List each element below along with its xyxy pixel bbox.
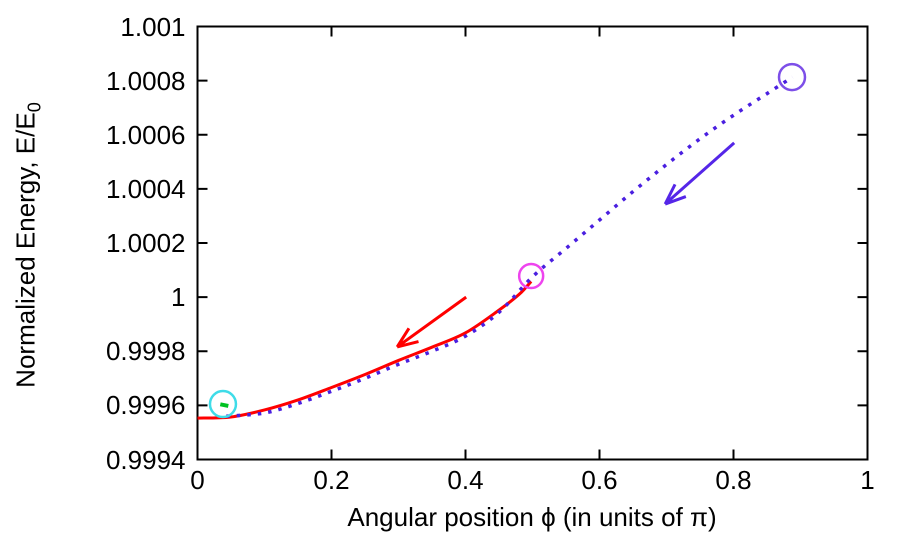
y-tick-label: 0.9996 xyxy=(105,390,186,421)
y-tick-label: 0.9994 xyxy=(105,444,186,475)
x-tick-label: 0.4 xyxy=(447,465,484,495)
red-direction-arrow xyxy=(395,295,468,349)
y-axis-label-text: Normalized Energy, E/E xyxy=(10,112,41,388)
y-axis-label-subscript: 0 xyxy=(24,102,45,113)
x-tick-label: 1 xyxy=(860,465,875,495)
y-tick-label: 0.9998 xyxy=(105,336,186,367)
start-marker-purple xyxy=(777,62,807,92)
plot-border xyxy=(196,25,869,461)
start-marker-cyan xyxy=(208,389,238,419)
energy-return-curve xyxy=(226,75,794,418)
violet-direction-arrow xyxy=(663,141,736,206)
x-tick-label: 0.8 xyxy=(715,465,752,495)
y-tick-label: 1.0008 xyxy=(105,65,186,96)
y-tick-label: 1.0002 xyxy=(105,228,186,258)
y-tick-label: 1.0004 xyxy=(105,173,186,204)
x-tick-label: 0.2 xyxy=(313,465,350,495)
y-axis-label: Normalized Energy, E/E0 xyxy=(10,102,48,388)
y-tick-label: 1.001 xyxy=(120,11,186,42)
start-marker-magenta xyxy=(517,262,545,290)
energy-forward-curve xyxy=(197,280,533,420)
x-tick-label: 0.6 xyxy=(581,465,618,495)
x-tick-label: 0 xyxy=(190,465,205,495)
x-axis-label: Angular position ϕ (in units of π) xyxy=(347,502,717,532)
endpoint-green-segment xyxy=(219,402,229,408)
y-tick-label: 1 xyxy=(171,282,186,313)
y-tick-label: 1.0006 xyxy=(105,119,186,150)
